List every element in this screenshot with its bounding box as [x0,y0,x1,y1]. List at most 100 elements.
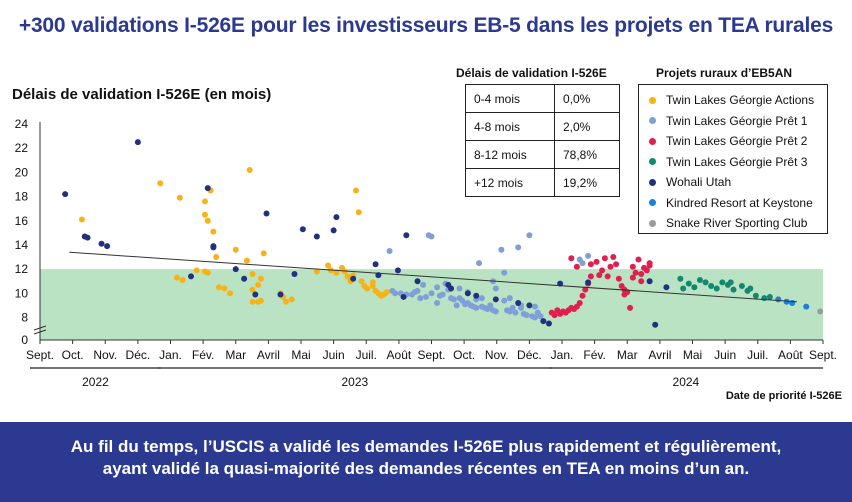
year-label: 2022 [82,375,109,389]
data-point [263,210,270,217]
data-point [215,284,222,291]
data-point [551,312,558,319]
y-tick-label: 24 [15,117,29,131]
legend-label: Twin Lakes Géorgie Prêt 2 [666,134,808,149]
data-point [576,256,583,263]
data-point [638,278,645,285]
legend-item: Twin Lakes Géorgie Actions [649,90,827,111]
x-tick-label: Nov. [93,348,117,362]
headline: +300 validations I-526E pour les investi… [18,14,834,37]
data-point [201,211,208,218]
data-point [434,299,441,306]
data-point [464,290,471,297]
legend-marker [649,158,656,166]
data-point [680,285,687,292]
data-point [358,278,365,285]
data-point [629,274,636,281]
x-tick-label: Jan. [551,348,574,362]
data-point [232,266,239,273]
data-point [257,297,264,304]
data-point [492,296,499,303]
data-point [663,284,670,291]
data-point [512,309,519,316]
data-point [601,255,608,262]
data-point [702,279,709,286]
data-point [719,279,726,286]
data-point [422,293,429,300]
x-tick-label: Mai [683,348,702,362]
y-tick-label: 8 [21,311,28,325]
stats-percent: 19,2% [554,168,620,197]
data-point [473,304,480,311]
data-point [473,292,480,299]
stats-row: +12 mois 19,2% [465,168,620,197]
data-point [386,247,393,254]
data-point [339,264,346,271]
x-tick-label: Mai [291,348,310,362]
stats-range: 4-8 mois [465,112,555,141]
legend-label: Twin Lakes Géorgie Prêt 3 [666,154,808,169]
data-point [501,269,508,276]
data-point [221,285,228,292]
data-point [453,302,460,309]
data-point [576,299,583,306]
x-tick-label: Avril [648,348,671,362]
y-break-mark [33,329,47,335]
data-point [417,295,424,302]
x-tick-label: Oct. [453,348,475,362]
data-point [450,296,457,303]
data-point [604,273,611,280]
data-point [515,244,522,251]
data-point [599,267,606,274]
data-point [582,286,589,293]
stats-range: 8-12 mois [465,140,555,169]
data-point [515,299,522,306]
data-point [696,277,703,284]
data-point [685,280,692,287]
legend-marker [649,199,656,207]
x-tick-label: Août [778,348,803,362]
data-point [333,214,340,221]
data-point [585,252,592,259]
data-point [277,291,284,298]
data-point [375,290,382,297]
legend-item: Twin Lakes Géorgie Prêt 2 [649,131,827,152]
y-tick-label: 12 [15,262,29,276]
data-point [193,267,200,274]
data-point [526,302,533,309]
x-tick-label: Sept. [26,348,54,362]
data-point [249,298,256,305]
data-point [369,283,376,290]
data-point [632,269,639,276]
data-point [615,275,622,282]
data-point [394,267,401,274]
data-point [487,302,494,309]
data-point [526,232,533,239]
data-point [313,268,320,275]
data-point [478,295,485,302]
data-point [157,180,164,187]
data-point [587,261,594,268]
y-tick-label: 14 [15,238,29,252]
stats-percent: 78,8% [554,140,620,169]
stats-row: 4-8 mois 2,0% [465,112,620,141]
x-tick-label: Juil. [747,348,768,362]
legend-label: Twin Lakes Géorgie Prêt 1 [666,113,808,128]
data-point [766,293,773,300]
data-point [730,286,737,293]
data-point [456,285,463,292]
data-point [708,283,715,290]
data-point [249,286,256,293]
data-point [188,273,195,280]
data-point [517,304,524,311]
data-point [531,303,538,310]
data-point [288,296,295,303]
x-tick-label: Sept. [417,348,445,362]
legend-marker [649,117,656,125]
data-point [333,269,340,276]
data-point [260,250,267,257]
data-point [392,290,399,297]
data-point [646,262,653,269]
x-tick-label: Déc. [517,348,542,362]
data-point [241,275,248,282]
